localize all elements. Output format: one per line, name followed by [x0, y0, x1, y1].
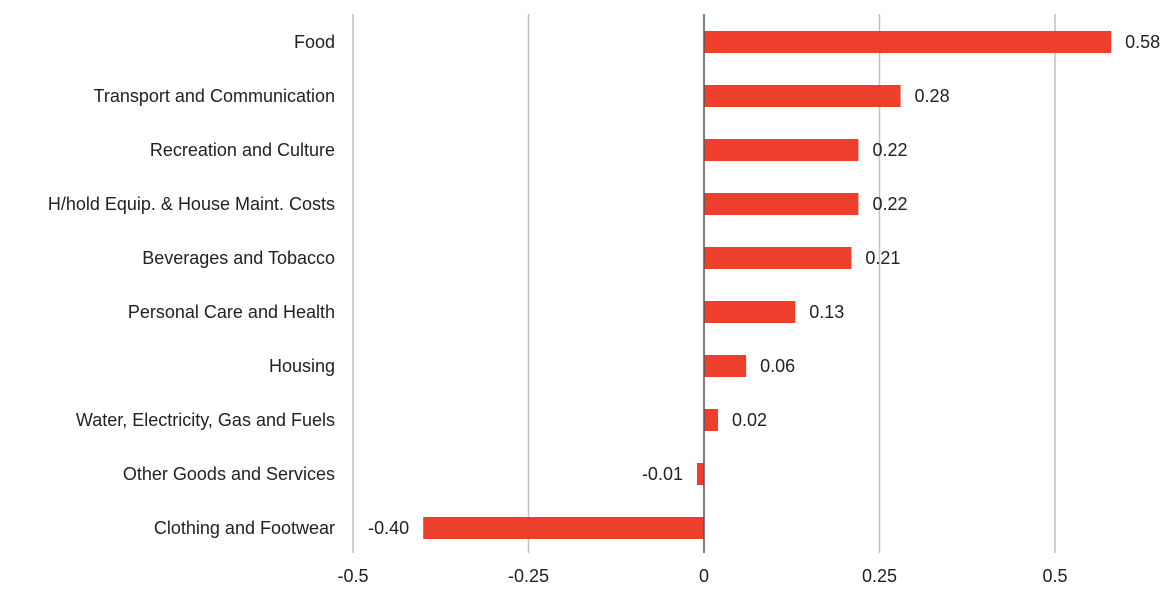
value-label: 0.28	[915, 86, 950, 106]
category-label: Personal Care and Health	[128, 302, 335, 322]
value-labels: 0.58 0.28 0.22 0.22 0.21 0.13 0.06 0.02 -0.01 -0.…	[368, 32, 1160, 538]
category-label: H/hold Equip. & House Maint. Costs	[48, 194, 335, 214]
x-axis-tick-labels: -0.5 -0.25 0 0.25 0.5	[337, 566, 1067, 586]
x-tick-label: -0.25	[508, 566, 549, 586]
category-label: Food	[294, 32, 335, 52]
bar	[704, 139, 859, 161]
value-label: 0.06	[760, 356, 795, 376]
category-label: Water, Electricity, Gas and Fuels	[76, 410, 335, 430]
value-label: 0.22	[872, 140, 907, 160]
value-label: -0.01	[642, 464, 683, 484]
value-label: 0.58	[1125, 32, 1160, 52]
bar	[704, 355, 747, 377]
bar	[704, 85, 901, 107]
bar	[423, 517, 704, 539]
category-labels: Food Transport and Communication Recreatio…	[48, 32, 335, 538]
bar	[704, 31, 1112, 53]
value-label: 0.13	[809, 302, 844, 322]
value-label: 0.22	[872, 194, 907, 214]
x-tick-label: 0.25	[862, 566, 897, 586]
category-label: Beverages and Tobacco	[142, 248, 335, 268]
category-label: Recreation and Culture	[150, 140, 335, 160]
bar	[704, 409, 719, 431]
x-tick-label: 0	[699, 566, 709, 586]
bar	[696, 463, 704, 485]
value-label: -0.40	[368, 518, 409, 538]
category-label: Clothing and Footwear	[154, 518, 335, 538]
value-label: 0.21	[865, 248, 900, 268]
bar	[704, 301, 796, 323]
bars	[423, 31, 1112, 539]
category-label: Other Goods and Services	[123, 464, 335, 484]
bar	[704, 247, 852, 269]
x-tick-label: -0.5	[337, 566, 368, 586]
category-label: Housing	[269, 356, 335, 376]
category-label: Transport and Communication	[94, 86, 335, 106]
bar	[704, 193, 859, 215]
value-label: 0.02	[732, 410, 767, 430]
x-tick-label: 0.5	[1042, 566, 1067, 586]
